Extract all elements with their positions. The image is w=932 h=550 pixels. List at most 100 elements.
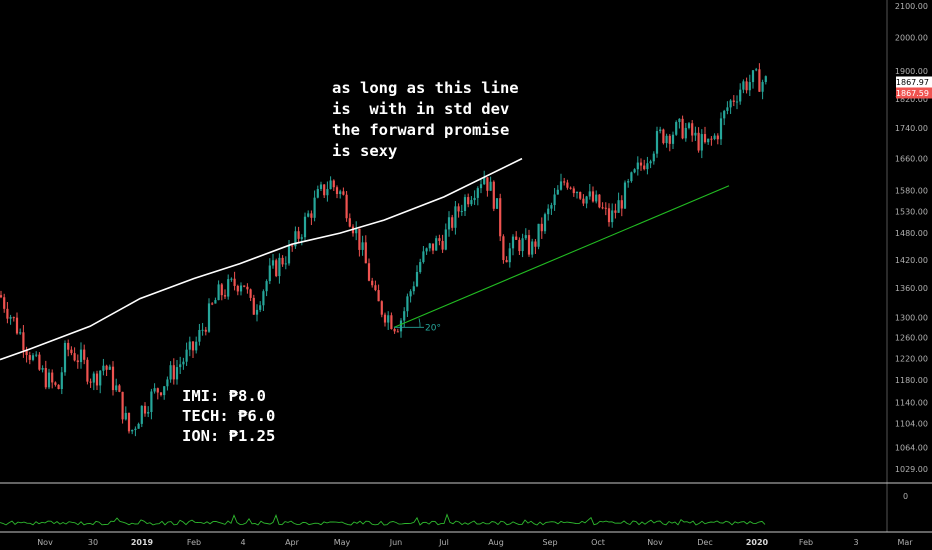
candle: [195, 336, 198, 354]
candle: [140, 405, 143, 428]
candle: [265, 279, 268, 297]
candle: [694, 126, 697, 141]
candle: [335, 185, 339, 199]
candle: [326, 181, 329, 202]
time-tick-label: Aug: [488, 538, 504, 547]
candle: [761, 79, 764, 100]
candle: [649, 159, 652, 169]
time-axis[interactable]: Nov 30 2019 Feb 4 Apr May Jun Jul Aug Sep Oct Nov Dec…: [37, 538, 913, 547]
price-target-line: ION: ₱1.25: [182, 427, 276, 445]
price-axis[interactable]: 2100.00 2000.00 1900.00 1820.00 1740.00 1660.…: [895, 2, 928, 474]
candle: [726, 101, 729, 115]
candle: [44, 360, 47, 390]
volume-indicator-line: [0, 513, 766, 526]
candle: [553, 188, 556, 211]
candle: [303, 212, 307, 242]
candle: [534, 239, 537, 254]
price-targets-note[interactable]: IMI: ₱8.0 TECH: ₱6.0 ION: ₱1.25: [182, 386, 275, 446]
candle: [684, 122, 687, 142]
candle: [211, 302, 214, 306]
candle: [102, 358, 105, 376]
note-line: the forward promise: [332, 121, 510, 139]
candle: [217, 280, 220, 301]
candle: [233, 271, 236, 291]
candle: [239, 282, 243, 296]
time-tick-label: May: [334, 538, 351, 547]
candle: [543, 212, 547, 234]
trendline-angle-marker: [394, 318, 424, 328]
candle: [758, 63, 761, 92]
candle: [595, 190, 598, 204]
candle: [716, 133, 719, 145]
candle: [479, 178, 483, 194]
time-tick-label: Apr: [285, 538, 300, 547]
candle: [425, 247, 428, 255]
candle: [182, 357, 185, 370]
candle: [527, 229, 531, 257]
candle: [563, 177, 566, 186]
candle: [681, 115, 684, 140]
candle: [249, 288, 252, 302]
candle: [246, 283, 249, 294]
price-tag-label: 1867.97: [896, 78, 929, 87]
trendline[interactable]: [393, 185, 730, 328]
candle: [393, 327, 396, 334]
candle: [67, 339, 70, 357]
price-tag-close: 1867.59: [896, 87, 932, 99]
candle: [601, 202, 604, 210]
candle: [646, 156, 649, 175]
candle: [159, 391, 163, 397]
candle: [73, 347, 76, 362]
candle: [451, 214, 454, 231]
candle: [287, 239, 291, 266]
candle: [575, 191, 579, 199]
candle: [531, 238, 534, 258]
candle: [639, 158, 643, 171]
candle: [495, 198, 499, 209]
candle: [476, 186, 479, 206]
candle: [751, 69, 755, 89]
price-target-line: TECH: ₱6.0: [182, 407, 276, 425]
time-tick-label: Feb: [799, 538, 813, 547]
candle: [255, 304, 259, 322]
time-tick-label: 3: [853, 538, 858, 547]
price-tick-label: 1300.00: [895, 313, 928, 322]
time-tick-label: Oct: [591, 538, 605, 547]
annotation-note[interactable]: as long as this line is with in std dev …: [332, 78, 519, 162]
candle: [556, 185, 559, 195]
candle: [508, 242, 511, 268]
candle: [345, 190, 348, 222]
candle: [188, 336, 191, 357]
price-target-line: IMI: ₱8.0: [182, 387, 266, 405]
candle: [447, 211, 451, 237]
candle: [86, 357, 89, 385]
candle: [172, 358, 175, 385]
candle: [198, 323, 201, 346]
candle: [131, 429, 134, 435]
candle: [659, 126, 662, 134]
candle: [409, 289, 412, 303]
candle: [38, 352, 41, 371]
price-tick-label: 1900.00: [895, 67, 928, 76]
candle: [521, 233, 524, 258]
candle: [3, 293, 6, 313]
price-tick-label: 1740.00: [895, 124, 928, 133]
candle: [652, 151, 655, 165]
candle: [582, 194, 585, 207]
candle: [566, 179, 569, 190]
candle: [723, 109, 726, 126]
candle: [505, 256, 508, 263]
candle: [710, 136, 713, 146]
candle: [60, 367, 63, 395]
candle: [383, 312, 387, 327]
candle: [271, 254, 275, 269]
candle: [121, 391, 124, 424]
candle: [396, 328, 399, 333]
candle: [262, 289, 265, 312]
note-line: is sexy: [332, 142, 398, 160]
candle: [223, 289, 227, 299]
candle: [431, 243, 435, 255]
candle: [137, 422, 140, 429]
candle: [339, 189, 342, 199]
